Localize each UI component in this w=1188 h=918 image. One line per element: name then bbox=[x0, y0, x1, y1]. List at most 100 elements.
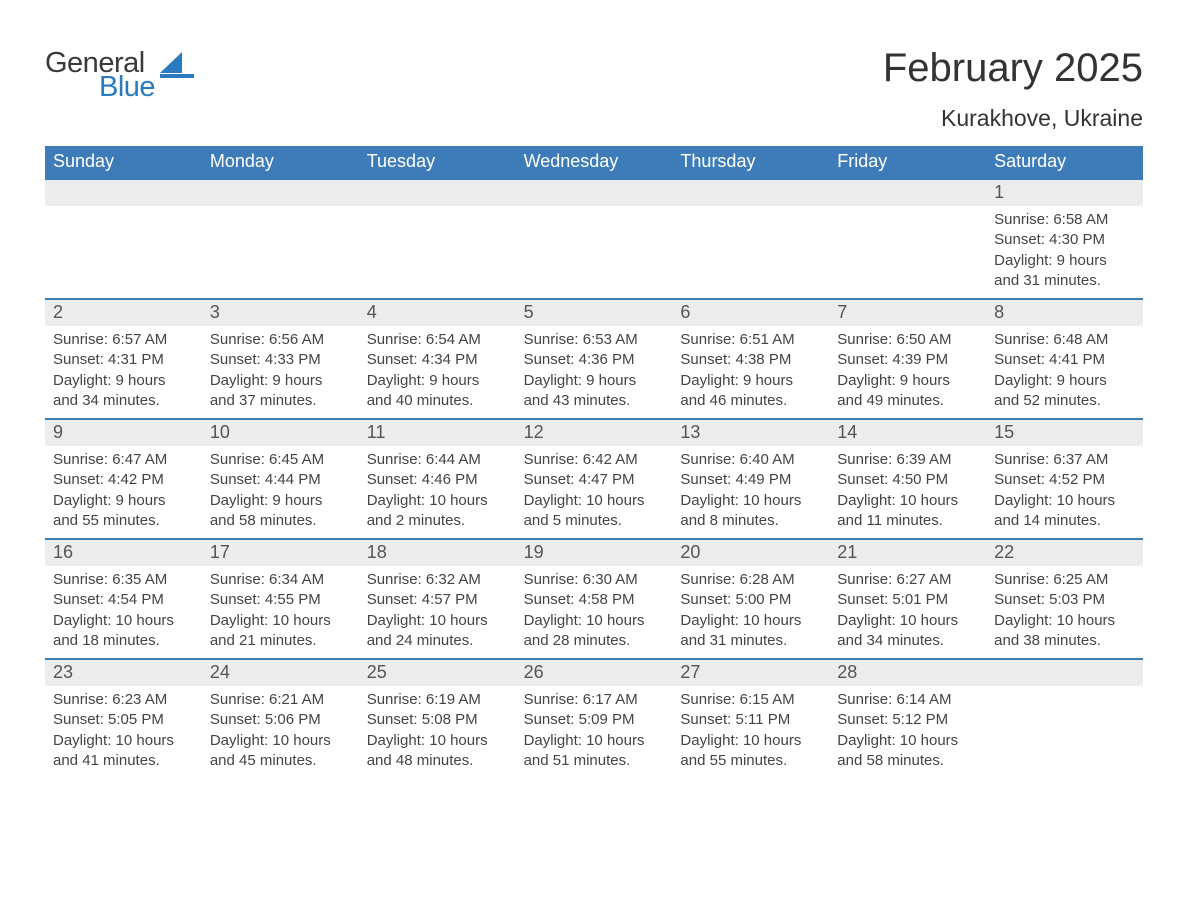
sunrise-line: Sunrise: 6:30 AM bbox=[524, 570, 665, 590]
page-title: February 2025 bbox=[883, 46, 1143, 91]
sunset-line: Sunset: 4:55 PM bbox=[210, 590, 351, 610]
day-number: 21 bbox=[829, 540, 986, 566]
sunset-line: Sunset: 4:36 PM bbox=[524, 350, 665, 370]
day-cell: Sunrise: 6:58 AMSunset: 4:30 PMDaylight:… bbox=[986, 206, 1143, 298]
day-number: 11 bbox=[359, 420, 516, 446]
day-cell: Sunrise: 6:48 AMSunset: 4:41 PMDaylight:… bbox=[986, 326, 1143, 418]
day-number: 9 bbox=[45, 420, 202, 446]
sunrise-line: Sunrise: 6:56 AM bbox=[210, 330, 351, 350]
day-number: 24 bbox=[202, 660, 359, 686]
sunset-line: Sunset: 5:05 PM bbox=[53, 710, 194, 730]
daylight-line: Daylight: 10 hours and 14 minutes. bbox=[994, 491, 1135, 532]
sunrise-line: Sunrise: 6:34 AM bbox=[210, 570, 351, 590]
sunset-line: Sunset: 4:30 PM bbox=[994, 230, 1135, 250]
sunset-line: Sunset: 4:33 PM bbox=[210, 350, 351, 370]
sunrise-line: Sunrise: 6:35 AM bbox=[53, 570, 194, 590]
sunrise-line: Sunrise: 6:14 AM bbox=[837, 690, 978, 710]
daylight-line: Daylight: 10 hours and 48 minutes. bbox=[367, 731, 508, 772]
sunset-line: Sunset: 4:57 PM bbox=[367, 590, 508, 610]
daylight-line: Daylight: 10 hours and 38 minutes. bbox=[994, 611, 1135, 652]
calendar-week: 232425262728 Sunrise: 6:23 AMSunset: 5:0… bbox=[45, 658, 1143, 778]
sunrise-line: Sunrise: 6:27 AM bbox=[837, 570, 978, 590]
day-cell bbox=[829, 206, 986, 298]
sunrise-line: Sunrise: 6:39 AM bbox=[837, 450, 978, 470]
sunset-line: Sunset: 4:42 PM bbox=[53, 470, 194, 490]
daylight-line: Daylight: 10 hours and 41 minutes. bbox=[53, 731, 194, 772]
day-cell: Sunrise: 6:54 AMSunset: 4:34 PMDaylight:… bbox=[359, 326, 516, 418]
weekday-header-row: SundayMondayTuesdayWednesdayThursdayFrid… bbox=[45, 146, 1143, 178]
weekday-header: Sunday bbox=[45, 146, 202, 178]
sunset-line: Sunset: 4:44 PM bbox=[210, 470, 351, 490]
day-number: 27 bbox=[672, 660, 829, 686]
daylight-line: Daylight: 10 hours and 55 minutes. bbox=[680, 731, 821, 772]
sunset-line: Sunset: 5:12 PM bbox=[837, 710, 978, 730]
day-cell: Sunrise: 6:57 AMSunset: 4:31 PMDaylight:… bbox=[45, 326, 202, 418]
day-number: 26 bbox=[516, 660, 673, 686]
day-number: 28 bbox=[829, 660, 986, 686]
daylight-line: Daylight: 10 hours and 8 minutes. bbox=[680, 491, 821, 532]
daylight-line: Daylight: 10 hours and 21 minutes. bbox=[210, 611, 351, 652]
day-number: 10 bbox=[202, 420, 359, 446]
day-number bbox=[359, 180, 516, 206]
day-number bbox=[986, 660, 1143, 686]
day-number: 22 bbox=[986, 540, 1143, 566]
day-cell: Sunrise: 6:25 AMSunset: 5:03 PMDaylight:… bbox=[986, 566, 1143, 658]
sunset-line: Sunset: 4:54 PM bbox=[53, 590, 194, 610]
sunrise-line: Sunrise: 6:48 AM bbox=[994, 330, 1135, 350]
sunrise-line: Sunrise: 6:57 AM bbox=[53, 330, 194, 350]
day-content-row: Sunrise: 6:35 AMSunset: 4:54 PMDaylight:… bbox=[45, 566, 1143, 658]
day-number: 7 bbox=[829, 300, 986, 326]
day-cell: Sunrise: 6:35 AMSunset: 4:54 PMDaylight:… bbox=[45, 566, 202, 658]
sunset-line: Sunset: 4:41 PM bbox=[994, 350, 1135, 370]
day-content-row: Sunrise: 6:57 AMSunset: 4:31 PMDaylight:… bbox=[45, 326, 1143, 418]
daylight-line: Daylight: 10 hours and 28 minutes. bbox=[524, 611, 665, 652]
day-cell bbox=[986, 686, 1143, 778]
daylight-line: Daylight: 10 hours and 5 minutes. bbox=[524, 491, 665, 532]
day-number: 4 bbox=[359, 300, 516, 326]
calendar-week: 2345678Sunrise: 6:57 AMSunset: 4:31 PMDa… bbox=[45, 298, 1143, 418]
calendar-week: 9101112131415Sunrise: 6:47 AMSunset: 4:4… bbox=[45, 418, 1143, 538]
sunrise-line: Sunrise: 6:44 AM bbox=[367, 450, 508, 470]
weekday-header: Wednesday bbox=[516, 146, 673, 178]
daylight-line: Daylight: 9 hours and 37 minutes. bbox=[210, 371, 351, 412]
day-cell: Sunrise: 6:37 AMSunset: 4:52 PMDaylight:… bbox=[986, 446, 1143, 538]
day-number: 12 bbox=[516, 420, 673, 446]
day-cell bbox=[45, 206, 202, 298]
day-content-row: Sunrise: 6:23 AMSunset: 5:05 PMDaylight:… bbox=[45, 686, 1143, 778]
sunset-line: Sunset: 5:01 PM bbox=[837, 590, 978, 610]
daylight-line: Daylight: 10 hours and 18 minutes. bbox=[53, 611, 194, 652]
daylight-line: Daylight: 9 hours and 58 minutes. bbox=[210, 491, 351, 532]
calendar: SundayMondayTuesdayWednesdayThursdayFrid… bbox=[45, 146, 1143, 778]
day-number bbox=[516, 180, 673, 206]
sunrise-line: Sunrise: 6:40 AM bbox=[680, 450, 821, 470]
day-number bbox=[202, 180, 359, 206]
day-number-row: 1 bbox=[45, 180, 1143, 206]
day-cell: Sunrise: 6:50 AMSunset: 4:39 PMDaylight:… bbox=[829, 326, 986, 418]
day-content-row: Sunrise: 6:47 AMSunset: 4:42 PMDaylight:… bbox=[45, 446, 1143, 538]
day-number: 1 bbox=[986, 180, 1143, 206]
sunset-line: Sunset: 5:03 PM bbox=[994, 590, 1135, 610]
location-label: Kurakhove, Ukraine bbox=[45, 105, 1143, 132]
day-number: 23 bbox=[45, 660, 202, 686]
daylight-line: Daylight: 9 hours and 34 minutes. bbox=[53, 371, 194, 412]
day-number: 19 bbox=[516, 540, 673, 566]
day-cell: Sunrise: 6:53 AMSunset: 4:36 PMDaylight:… bbox=[516, 326, 673, 418]
weekday-header: Tuesday bbox=[359, 146, 516, 178]
day-number: 8 bbox=[986, 300, 1143, 326]
daylight-line: Daylight: 10 hours and 51 minutes. bbox=[524, 731, 665, 772]
sunrise-line: Sunrise: 6:53 AM bbox=[524, 330, 665, 350]
sunrise-line: Sunrise: 6:21 AM bbox=[210, 690, 351, 710]
sunrise-line: Sunrise: 6:37 AM bbox=[994, 450, 1135, 470]
day-number-row: 9101112131415 bbox=[45, 420, 1143, 446]
day-number bbox=[672, 180, 829, 206]
daylight-line: Daylight: 10 hours and 2 minutes. bbox=[367, 491, 508, 532]
sunrise-line: Sunrise: 6:50 AM bbox=[837, 330, 978, 350]
sunset-line: Sunset: 4:47 PM bbox=[524, 470, 665, 490]
daylight-line: Daylight: 10 hours and 34 minutes. bbox=[837, 611, 978, 652]
day-number-row: 232425262728 bbox=[45, 660, 1143, 686]
day-cell: Sunrise: 6:21 AMSunset: 5:06 PMDaylight:… bbox=[202, 686, 359, 778]
day-cell bbox=[359, 206, 516, 298]
sunrise-line: Sunrise: 6:54 AM bbox=[367, 330, 508, 350]
sunrise-line: Sunrise: 6:15 AM bbox=[680, 690, 821, 710]
daylight-line: Daylight: 9 hours and 40 minutes. bbox=[367, 371, 508, 412]
